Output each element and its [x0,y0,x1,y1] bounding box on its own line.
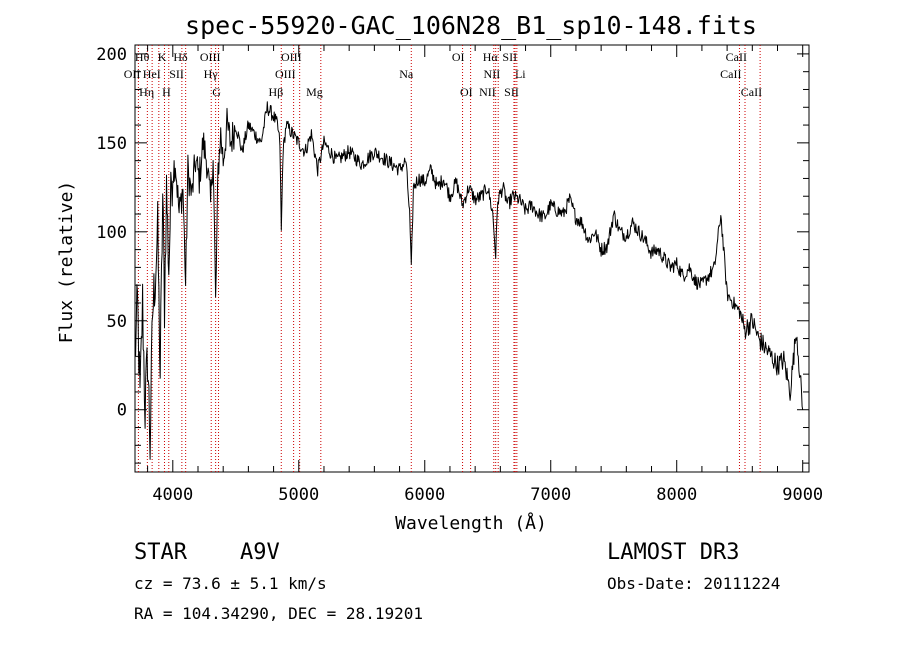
plot-frame [134,44,810,473]
spectrum-line [134,101,804,460]
spectral-line-label: SII [504,85,519,99]
spectral-line-label: OIII [275,67,296,81]
x-tick-label: 5000 [278,485,319,505]
object-type: STAR [134,540,187,565]
y-tick-label: 50 [107,312,127,332]
chart-title: spec-55920-GAC_106N28_B1_sp10-148.fits [185,11,757,40]
y-axis-label: Flux (relative) [56,181,77,344]
spectral-line-label: NII [479,85,496,99]
spectral-line-label: HeI [143,67,161,81]
series-layer [134,101,804,460]
spectral-line-label: CaII [726,50,747,64]
spectral-line-label: Hα [483,50,499,64]
spectral-line-label: OII [124,67,141,81]
spectral-line-label: Hθ [135,50,150,64]
spectral-line-label: NII [484,67,501,81]
spectral-line-label: OI [460,85,473,99]
spectral-line-label: H [162,85,171,99]
redshift-value: cz = 73.6 ± 5.1 km/s [134,574,327,593]
spectral-line-label: Mg [306,85,323,99]
y-tick-label: 150 [96,134,127,154]
y-tick-label: 0 [117,401,127,421]
spectral-line-label: SII [502,50,517,64]
spectral-line-label: CaII [720,67,741,81]
spectral-line-label: SII [169,67,184,81]
spectral-line-label: OIII [281,50,302,64]
spectral-line-label: Hδ [173,50,188,64]
spectral-line-label: K [158,50,167,64]
coordinates: RA = 104.34290, DEC = 28.19201 [134,604,423,623]
spectral-line-label: Hη [139,85,154,99]
spectral-line-label: CaII [741,85,762,99]
spectral-line-label: Hβ [268,85,283,99]
spectral-line-label: OI [452,50,465,64]
x-axis-label: Wavelength (Å) [395,512,547,534]
spectral-line-label: OIII [200,50,221,64]
plot-border [134,44,810,473]
spectrum-chart: OII Hθ Hη HeI K H SII Hδ G Hγ OIII Hβ OIII OIII Mg Na OI… [56,11,823,534]
x-tick-label: 7000 [530,485,571,505]
x-tick-label: 8000 [656,485,697,505]
observation-date: Obs-Date: 20111224 [607,574,781,593]
spectral-class: A9V [240,540,280,565]
survey-name: LAMOST DR3 [607,540,740,565]
spectral-line-label: G [212,85,221,99]
spectral-line-label: Li [515,67,526,81]
x-tick-label: 9000 [782,485,823,505]
line-marker-layer: OII Hθ Hη HeI K H SII Hδ G Hγ OIII Hβ OIII OIII Mg Na OI… [124,45,762,472]
x-tick-label: 4000 [152,485,193,505]
y-tick-label: 100 [96,223,127,243]
spectral-line-label: Na [399,67,414,81]
x-tick-label: 6000 [404,485,445,505]
axis-layer: 4000 5000 6000 7000 8000 9000 0 50 100 150 200 [96,45,823,505]
spectral-line-label: Hγ [204,67,219,81]
y-tick-label: 200 [96,45,127,65]
